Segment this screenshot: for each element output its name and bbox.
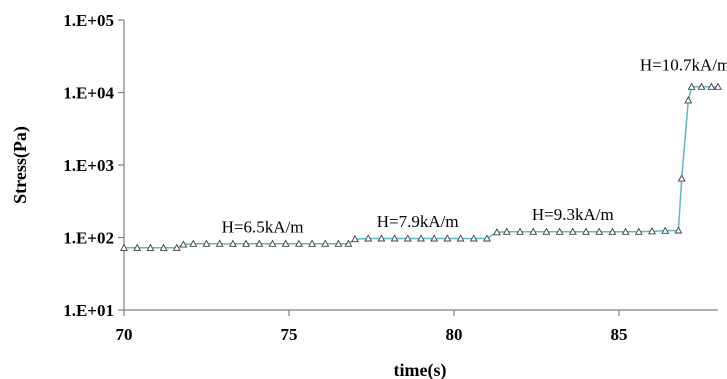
field-annotation: H=10.7kA/m [640, 56, 727, 75]
data-point [215, 239, 224, 247]
data-point [502, 227, 511, 235]
data-point [582, 227, 590, 235]
data-point [621, 227, 630, 235]
data-point [377, 234, 386, 242]
data-point [334, 239, 343, 247]
x-tick-label: 75 [281, 325, 298, 344]
data-point [634, 227, 643, 235]
data-point [687, 82, 696, 90]
data-point [661, 226, 670, 234]
field-annotation: H=9.3kA/m [532, 205, 614, 224]
y-tick-label: 1.E+03 [63, 156, 114, 175]
data-point [648, 227, 656, 235]
data-point [308, 239, 317, 247]
y-axis-title: Stress(Pa) [10, 126, 31, 204]
data-point [294, 239, 303, 247]
data-point [714, 82, 722, 90]
data-point [364, 234, 373, 242]
data-point [133, 243, 142, 251]
data-point [390, 234, 399, 242]
y-tick-label: 1.E+01 [63, 301, 114, 320]
data-point [555, 227, 564, 235]
data-point [344, 239, 353, 247]
data-point [595, 227, 604, 235]
data-point [684, 96, 693, 104]
x-tick-label: 85 [611, 325, 628, 344]
data-point [321, 239, 330, 247]
x-tick-label: 70 [116, 325, 133, 344]
y-tick-label: 1.E+02 [63, 229, 114, 248]
data-point [202, 239, 211, 247]
data-point [146, 243, 155, 251]
data-point [608, 227, 617, 235]
data-point [707, 82, 716, 90]
data-point [483, 234, 491, 242]
data-point [179, 240, 188, 248]
data-point [568, 227, 577, 235]
data-point [492, 228, 501, 236]
y-tick-label: 1.E+04 [63, 84, 114, 103]
series-layer [120, 82, 722, 251]
annotations: H=6.5kA/m H=7.9kA/m H=9.3kA/m H=10.7kA/m [222, 56, 727, 237]
data-point [242, 239, 251, 247]
x-axis-title: time(s) [394, 360, 447, 379]
y-tick-label: 1.E+05 [63, 11, 114, 30]
data-point [469, 234, 478, 242]
data-point [281, 239, 290, 247]
data-point [159, 243, 168, 251]
data-point [674, 226, 683, 234]
data-point [268, 239, 277, 247]
field-annotation: H=6.5kA/m [222, 217, 304, 236]
data-point [697, 82, 706, 90]
data-point [677, 174, 686, 182]
data-point [417, 234, 425, 242]
field-annotation: H=7.9kA/m [377, 212, 459, 231]
data-point [516, 227, 524, 235]
data-point [120, 243, 128, 251]
data-point [255, 239, 264, 247]
data-point [228, 239, 237, 247]
data-point [403, 234, 412, 242]
x-tick-label: 80 [446, 325, 463, 344]
data-point [351, 234, 359, 243]
axes: 1.E+01 1.E+02 1.E+03 1.E+04 1.E+05 70 75 80 85 [63, 11, 718, 344]
data-point [430, 234, 439, 242]
data-point [172, 243, 181, 251]
data-point [443, 234, 452, 242]
data-point [189, 239, 198, 247]
data-point [529, 227, 538, 235]
data-point [456, 234, 465, 242]
data-point [542, 227, 551, 235]
